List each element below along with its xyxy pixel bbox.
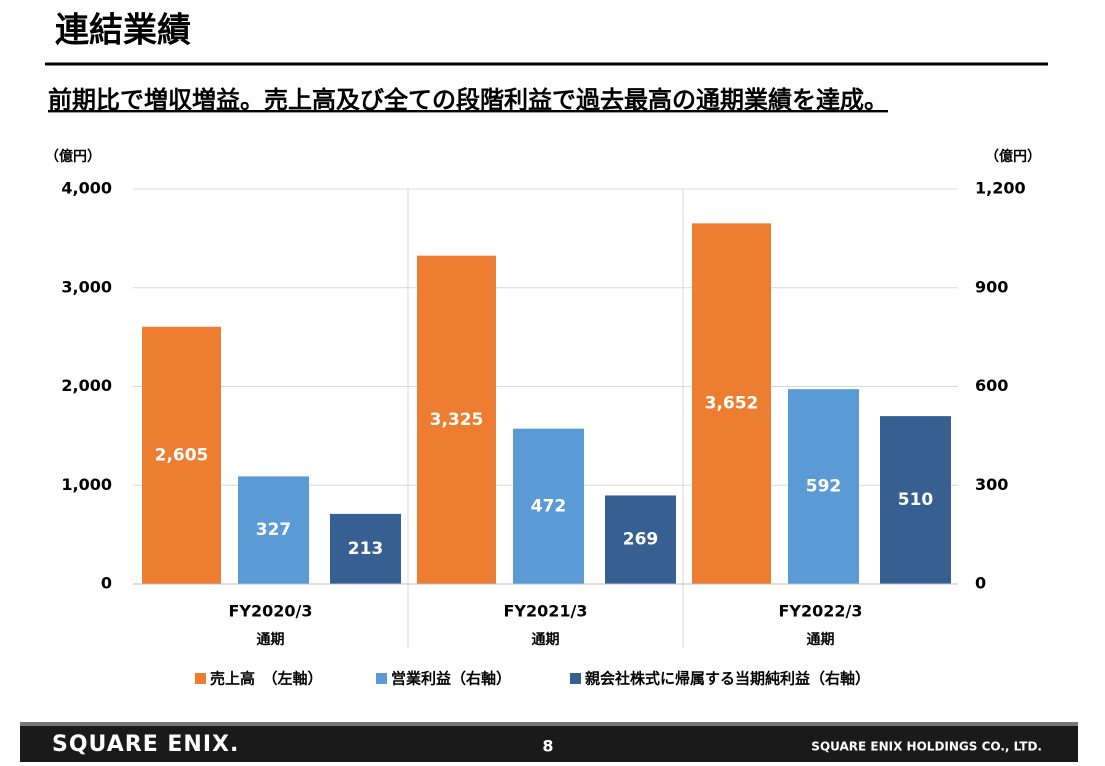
x-tick-sublabel: 通期 <box>532 632 560 648</box>
bar <box>417 255 496 584</box>
value-label: 2,605 <box>155 445 209 465</box>
x-tick-label: FY2022/3 <box>778 602 862 621</box>
slide-title: 連結業績 <box>55 11 191 51</box>
y2-tick-label: 600 <box>975 376 1008 395</box>
x-tick-sublabel: 通期 <box>257 632 285 648</box>
page-number: 8 <box>542 737 553 756</box>
bar <box>513 428 584 584</box>
value-label: 3,652 <box>705 394 759 414</box>
x-tick-label: FY2021/3 <box>503 602 587 621</box>
value-label: 3,325 <box>430 410 484 430</box>
y2-tick-label: 300 <box>975 475 1008 494</box>
legend-swatch <box>376 673 387 684</box>
y-tick-label: 4,000 <box>61 179 112 198</box>
y2-unit: （億円） <box>985 148 1041 165</box>
subtitle: 前期比で増収増益。売上高及び全ての段階利益で過去最高の通期業績を達成。 <box>48 86 888 114</box>
y-tick-label: 2,000 <box>61 376 112 395</box>
legend-label: 売上高 （左軸） <box>210 670 323 688</box>
y2-tick-label: 1,200 <box>975 179 1026 198</box>
legend-label: 営業利益（右軸） <box>391 670 511 688</box>
bar <box>142 326 221 584</box>
plot: 0 1,000 2,000 3,000 4,000 0 300 600 900 1,200 FY20… <box>61 179 1025 688</box>
legend-swatch <box>570 673 581 684</box>
legend-swatch <box>195 673 206 684</box>
x-tick-label: FY2020/3 <box>228 602 312 621</box>
y2-tick-label: 900 <box>975 277 1008 296</box>
legend-label: 親会社株式に帰属する当期純利益（右軸） <box>585 670 870 688</box>
x-tick-sublabel: 通期 <box>807 632 835 648</box>
bar <box>788 389 859 584</box>
value-label: 510 <box>898 490 934 510</box>
footer-company: SQUARE ENIX HOLDINGS CO., LTD. <box>811 740 1042 754</box>
bar <box>605 495 676 584</box>
y-unit: （億円） <box>45 148 101 165</box>
y-tick-label: 0 <box>101 574 112 593</box>
value-label: 472 <box>531 496 567 516</box>
y2-tick-label: 0 <box>975 574 986 593</box>
bar <box>330 513 401 584</box>
y-tick-label: 3,000 <box>61 277 112 296</box>
value-label: 327 <box>256 520 292 540</box>
bar <box>238 476 309 584</box>
footer-rule <box>20 722 1078 726</box>
footer-band <box>20 722 1078 762</box>
bar <box>692 223 771 585</box>
y-tick-label: 1,000 <box>61 475 112 494</box>
value-label: 269 <box>623 530 659 550</box>
footer-logo: SQUARE ENIX. <box>52 732 239 757</box>
bar <box>880 416 951 584</box>
value-label: 213 <box>348 539 384 559</box>
value-label: 592 <box>806 477 842 497</box>
